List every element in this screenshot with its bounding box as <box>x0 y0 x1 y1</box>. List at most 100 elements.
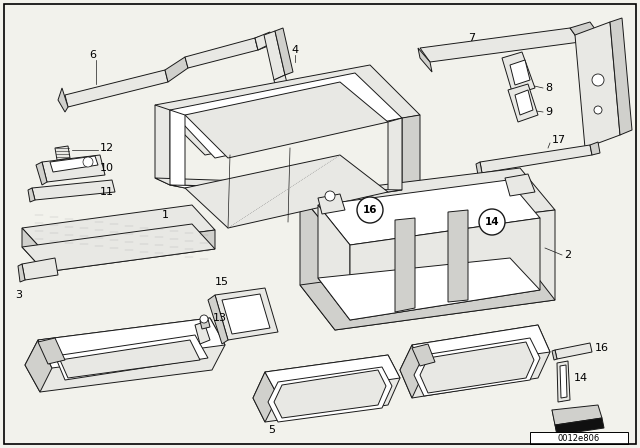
Polygon shape <box>60 340 200 378</box>
Polygon shape <box>50 156 98 172</box>
Text: 13: 13 <box>213 313 227 323</box>
Circle shape <box>200 315 208 323</box>
Text: 1: 1 <box>162 210 169 220</box>
Text: 14: 14 <box>574 373 588 383</box>
Polygon shape <box>185 38 258 68</box>
Polygon shape <box>25 340 52 392</box>
Text: 11: 11 <box>100 187 114 197</box>
Text: 8: 8 <box>545 83 552 93</box>
Polygon shape <box>22 258 58 280</box>
Polygon shape <box>253 372 278 422</box>
Polygon shape <box>318 258 540 320</box>
Circle shape <box>83 157 93 167</box>
Polygon shape <box>22 224 215 272</box>
Polygon shape <box>170 185 402 192</box>
Polygon shape <box>200 319 210 329</box>
Text: 0012e806: 0012e806 <box>558 434 600 443</box>
Polygon shape <box>300 255 555 330</box>
Polygon shape <box>510 60 530 85</box>
Polygon shape <box>395 218 415 312</box>
Polygon shape <box>318 180 540 245</box>
Polygon shape <box>502 52 535 95</box>
Text: 16: 16 <box>595 343 609 353</box>
Polygon shape <box>265 355 400 396</box>
Text: 9: 9 <box>545 107 552 117</box>
Polygon shape <box>575 22 620 148</box>
Polygon shape <box>300 168 555 237</box>
Polygon shape <box>610 18 632 135</box>
Polygon shape <box>570 22 600 42</box>
Polygon shape <box>45 230 215 272</box>
Polygon shape <box>255 32 272 50</box>
Text: 10: 10 <box>100 163 114 173</box>
Circle shape <box>325 191 335 201</box>
Polygon shape <box>318 205 350 320</box>
Polygon shape <box>418 48 432 72</box>
Polygon shape <box>195 322 210 344</box>
Polygon shape <box>268 367 392 422</box>
Polygon shape <box>275 28 293 75</box>
Polygon shape <box>555 343 592 359</box>
Bar <box>530 432 628 444</box>
Polygon shape <box>65 70 168 107</box>
Polygon shape <box>400 345 425 398</box>
Polygon shape <box>38 318 225 368</box>
Polygon shape <box>388 118 402 192</box>
Polygon shape <box>557 361 570 402</box>
Polygon shape <box>448 210 468 302</box>
Polygon shape <box>505 174 535 196</box>
Polygon shape <box>208 295 228 344</box>
Polygon shape <box>335 210 555 330</box>
Text: 16: 16 <box>363 205 377 215</box>
Text: 14: 14 <box>484 217 499 227</box>
Polygon shape <box>274 370 386 418</box>
Text: 3: 3 <box>15 290 22 300</box>
Polygon shape <box>508 84 538 122</box>
Polygon shape <box>25 318 225 392</box>
Circle shape <box>592 74 604 86</box>
Polygon shape <box>414 338 540 396</box>
Polygon shape <box>36 162 47 185</box>
Polygon shape <box>18 264 25 282</box>
Polygon shape <box>55 335 208 380</box>
Text: 6: 6 <box>90 50 97 60</box>
Polygon shape <box>400 325 550 398</box>
Polygon shape <box>42 155 105 182</box>
Polygon shape <box>55 146 70 160</box>
Polygon shape <box>300 195 335 330</box>
Text: 12: 12 <box>100 143 114 153</box>
Polygon shape <box>38 338 65 364</box>
Polygon shape <box>515 90 533 115</box>
Text: 15: 15 <box>215 277 229 287</box>
Polygon shape <box>480 145 592 173</box>
Polygon shape <box>32 180 115 200</box>
Circle shape <box>594 106 602 114</box>
Polygon shape <box>170 73 402 158</box>
Text: 4: 4 <box>291 45 299 55</box>
Polygon shape <box>555 418 604 435</box>
Text: 7: 7 <box>468 33 475 43</box>
Polygon shape <box>155 105 170 185</box>
Polygon shape <box>274 75 295 120</box>
Polygon shape <box>590 142 600 155</box>
Text: 2: 2 <box>564 250 571 260</box>
Polygon shape <box>22 205 215 253</box>
Polygon shape <box>253 355 400 422</box>
Polygon shape <box>552 350 557 360</box>
Circle shape <box>479 209 505 235</box>
Polygon shape <box>155 178 420 190</box>
Polygon shape <box>412 344 435 366</box>
Polygon shape <box>420 342 534 393</box>
Polygon shape <box>476 162 482 175</box>
Polygon shape <box>185 155 388 228</box>
Polygon shape <box>402 115 420 190</box>
Polygon shape <box>28 188 35 202</box>
Polygon shape <box>264 31 285 80</box>
Polygon shape <box>22 228 45 272</box>
Polygon shape <box>215 288 278 340</box>
Polygon shape <box>560 365 567 398</box>
Polygon shape <box>165 57 188 82</box>
Polygon shape <box>412 325 550 370</box>
Text: 17: 17 <box>552 135 566 145</box>
Polygon shape <box>318 194 345 214</box>
